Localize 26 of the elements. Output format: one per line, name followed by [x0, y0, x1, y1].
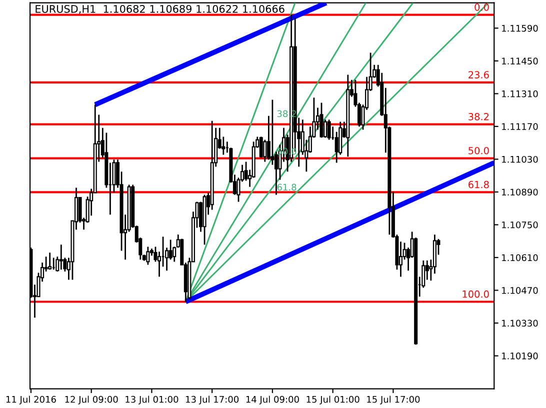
x-tick-label: 15 Jul 17:00 — [367, 396, 420, 404]
y-tick-label: 1.11450 — [502, 58, 538, 64]
y-tick-label: 1.10750 — [502, 221, 538, 228]
x-tick-label: 11 Jul 2016 — [6, 396, 56, 404]
annotation: 50.0 — [468, 146, 489, 154]
y-tick-label: 1.10330 — [502, 320, 538, 327]
series-label: 50.0 — [277, 148, 296, 155]
y-tick-label: 1.10190 — [502, 352, 538, 360]
series-label: 61.8 — [277, 184, 296, 191]
x-tick-label: 14 Jul 09:00 — [246, 396, 299, 404]
x-tick-label: 15 Jul 01:00 — [306, 396, 360, 404]
y-tick-label: 1.11310 — [502, 90, 538, 98]
annotation: 38.2 — [468, 113, 489, 120]
y-tick-label: 1.10610 — [502, 254, 538, 262]
y-tick-label: 1.10470 — [502, 287, 538, 294]
y-tick-label: 1.10890 — [502, 188, 538, 196]
y-tick-label: 1.11590 — [502, 24, 538, 32]
annotation: 100.0 — [462, 290, 489, 298]
x-tick-label: 13 Jul 01:00 — [126, 396, 178, 404]
chart-title: EURUSD,H1 1.10682 1.10689 1.10622 1.10666 — [36, 4, 284, 14]
x-tick-label: 13 Jul 17:00 — [186, 396, 239, 404]
y-tick-label: 1.11170 — [502, 123, 538, 130]
y-tick-label: 1.11030 — [502, 156, 538, 163]
annotation: 23.6 — [468, 71, 489, 78]
annotation: 61.8 — [468, 180, 489, 188]
x-tick-label: 12 Jul 09:00 — [65, 396, 118, 404]
